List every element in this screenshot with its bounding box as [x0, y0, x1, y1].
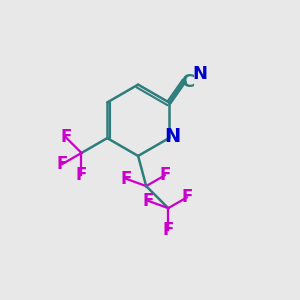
Text: F: F	[163, 220, 174, 238]
Text: C: C	[181, 73, 194, 91]
Text: N: N	[192, 65, 207, 83]
Text: F: F	[56, 155, 68, 173]
Text: F: F	[181, 188, 193, 206]
Text: F: F	[142, 192, 154, 210]
Text: N: N	[165, 127, 181, 146]
Text: F: F	[60, 128, 71, 146]
Text: F: F	[76, 166, 87, 184]
Text: F: F	[120, 170, 132, 188]
Text: F: F	[159, 167, 170, 184]
